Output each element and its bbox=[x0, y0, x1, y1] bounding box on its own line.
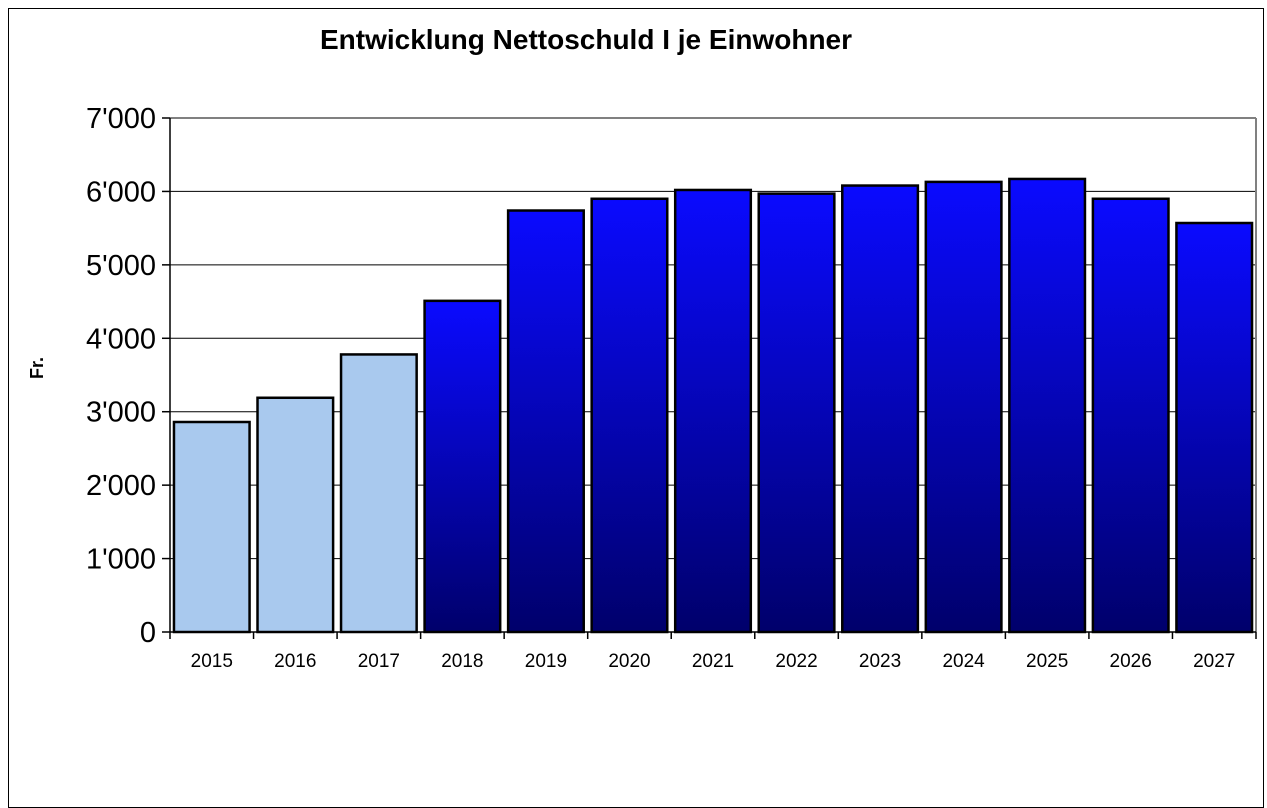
y-tick-label: 6'000 bbox=[86, 176, 156, 208]
bar-2016 bbox=[256, 396, 335, 634]
bar-2018 bbox=[423, 299, 502, 634]
y-tick-label: 2'000 bbox=[86, 470, 156, 502]
bar-2022 bbox=[757, 192, 836, 634]
x-tick-label: 2018 bbox=[441, 651, 483, 672]
y-tick-label: 4'000 bbox=[86, 323, 156, 355]
bar-2023 bbox=[841, 184, 920, 634]
y-tick-label: 7'000 bbox=[86, 103, 156, 135]
bar-2027 bbox=[1175, 221, 1254, 634]
y-axis-label: Fr. bbox=[27, 357, 47, 379]
bar-2015 bbox=[172, 420, 251, 634]
x-tick-label: 2016 bbox=[274, 651, 316, 672]
x-tick-label: 2024 bbox=[942, 651, 985, 672]
bar-2021 bbox=[673, 188, 753, 634]
y-tick-label: 3'000 bbox=[86, 397, 156, 429]
x-tick-label: 2015 bbox=[191, 651, 233, 672]
x-tick-label: 2022 bbox=[775, 651, 817, 672]
x-tick-label: 2019 bbox=[525, 651, 567, 672]
bar-2024 bbox=[924, 180, 1003, 634]
bar-2017 bbox=[339, 353, 418, 634]
x-tick-label: 2021 bbox=[692, 651, 734, 672]
bar-2020 bbox=[590, 197, 669, 634]
x-tick-label: 2025 bbox=[1026, 651, 1068, 672]
y-tick-label: 5'000 bbox=[86, 250, 156, 282]
x-tick-label: 2026 bbox=[1110, 651, 1152, 672]
bar-2026 bbox=[1091, 197, 1170, 634]
bar-2025 bbox=[1008, 177, 1087, 634]
y-tick-label: 1'000 bbox=[86, 544, 156, 576]
x-tick-label: 2020 bbox=[608, 651, 650, 672]
x-tick-label: 2023 bbox=[859, 651, 901, 672]
x-tick-label: 2017 bbox=[358, 651, 400, 672]
chart-title: Entwicklung Nettoschuld I je Einwohner bbox=[319, 24, 853, 55]
bar-2019 bbox=[506, 209, 585, 634]
y-tick-label: 0 bbox=[140, 617, 156, 649]
x-tick-label: 2027 bbox=[1193, 651, 1235, 672]
